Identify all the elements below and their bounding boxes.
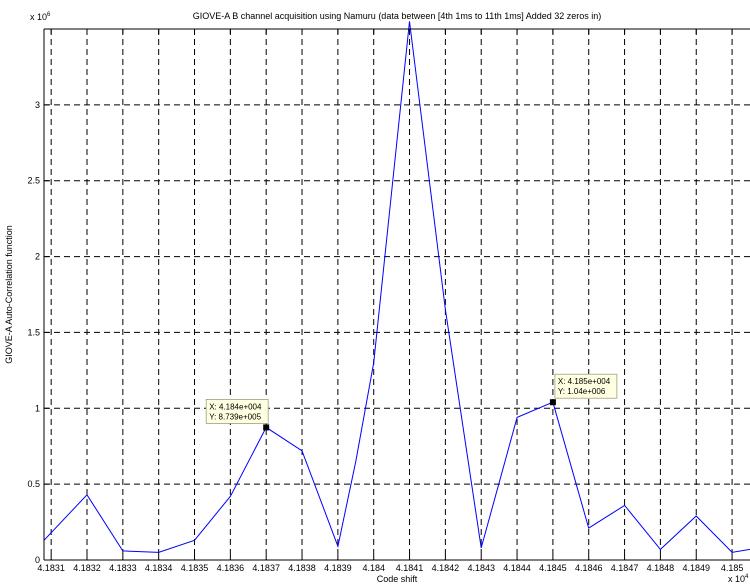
data-tip-marker xyxy=(549,399,556,406)
x-tick-label: 4.1844 xyxy=(503,563,531,573)
series-line xyxy=(43,21,750,553)
x-tick-label: 4.1836 xyxy=(217,563,245,573)
y-axis-label: GIOVE-A Auto-Correlation function xyxy=(4,225,14,364)
x-tick-label: 4.1847 xyxy=(611,563,639,573)
x-tick-label: 4.1845 xyxy=(539,563,567,573)
plot-background xyxy=(44,29,750,560)
x-tick-label: 4.185 xyxy=(721,563,744,573)
data-tip-box xyxy=(554,373,618,399)
chart-title: GIOVE-A B channel acquisition using Namu… xyxy=(193,11,602,21)
y-tick-label: 2 xyxy=(35,252,40,262)
x-tick-label: 4.1833 xyxy=(109,563,137,573)
data-tip-x-text: X: 4.184e+004 xyxy=(209,402,262,411)
x-axis-multiplier: x 104 xyxy=(728,574,749,584)
series-layer xyxy=(43,21,750,553)
plot-area xyxy=(44,29,750,560)
x-tick-label: 4.184 xyxy=(362,563,385,573)
y-tick-label: 2.5 xyxy=(27,176,40,186)
grid-lines xyxy=(44,29,750,560)
x-tick-label: 4.1834 xyxy=(145,563,173,573)
x-axis-label: Code shift xyxy=(377,574,418,584)
x-tick-label: 4.1841 xyxy=(396,563,424,573)
x-tick-labels: 4.1831 4.1832 4.1833 4.1834 4.1835 4.1836 4.18… xyxy=(37,563,743,573)
x-tick-label: 4.1846 xyxy=(575,563,603,573)
x-tick-label: 4.1835 xyxy=(181,563,209,573)
y-axis-multiplier: x 106 xyxy=(30,12,51,22)
x-tick-label: 4.1849 xyxy=(682,563,710,573)
axes xyxy=(43,28,750,561)
data-tip-box xyxy=(205,399,269,424)
y-tick-labels: 0 0.5 1 1.5 2 2.5 3 xyxy=(27,100,40,565)
x-tick-label: 4.1831 xyxy=(37,563,65,573)
y-tick-label: 1 xyxy=(35,403,40,413)
y-tick-label: 0.5 xyxy=(27,479,40,489)
data-tip-marker xyxy=(263,424,270,431)
y-tick-label: 0 xyxy=(35,555,40,565)
x-tick-label: 4.1839 xyxy=(324,563,352,573)
data-tip-y-text: Y: 8.739e+005 xyxy=(209,412,261,421)
x-tick-label: 4.1838 xyxy=(288,563,316,573)
y-tick-label: 3 xyxy=(35,100,40,110)
y-tick-label: 1.5 xyxy=(27,327,40,337)
x-tick-label: 4.1837 xyxy=(252,563,280,573)
data-tip-x-text: X: 4.185e+004 xyxy=(558,377,611,386)
x-tick-label: 4.1842 xyxy=(432,563,460,573)
data-tip-y-text: Y: 1.04e+006 xyxy=(558,387,606,396)
x-tick-label: 4.1832 xyxy=(73,563,101,573)
x-tick-label: 4.1848 xyxy=(647,563,675,573)
x-tick-label: 4.1843 xyxy=(467,563,495,573)
